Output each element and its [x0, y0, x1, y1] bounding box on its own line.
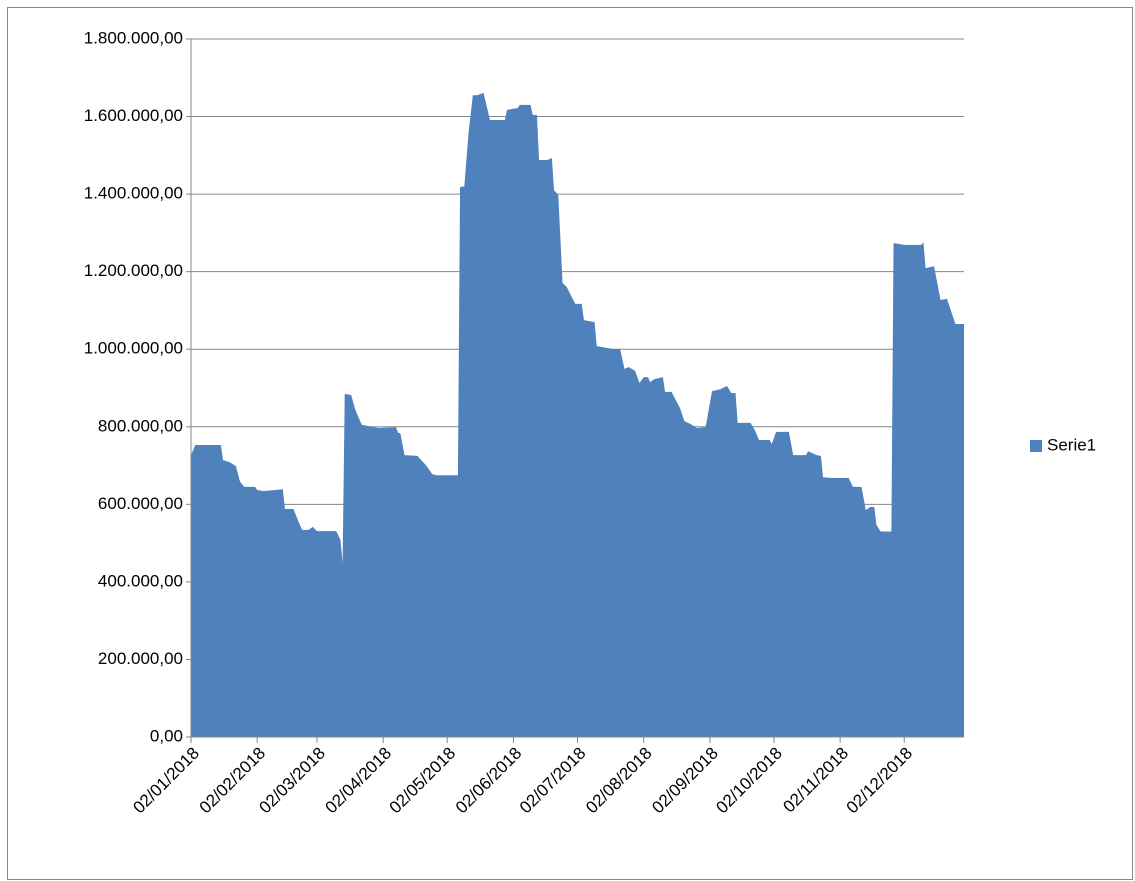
y-tick-label: 1.000.000,00	[84, 339, 183, 358]
legend-swatch	[1030, 440, 1042, 452]
y-tick-label: 200.000,00	[98, 649, 183, 668]
y-tick-label: 400.000,00	[98, 571, 183, 590]
y-tick-label: 600.000,00	[98, 494, 183, 513]
y-tick-label: 1.200.000,00	[84, 261, 183, 280]
y-tick-label: 1.400.000,00	[84, 184, 183, 203]
y-tick-label: 0,00	[150, 726, 183, 745]
area	[191, 92, 964, 737]
y-tick-label: 800.000,00	[98, 416, 183, 435]
legend-label: Serie1	[1047, 435, 1096, 454]
y-tick-label: 1.600.000,00	[84, 106, 183, 125]
y-tick-label: 1.800.000,00	[84, 28, 183, 47]
